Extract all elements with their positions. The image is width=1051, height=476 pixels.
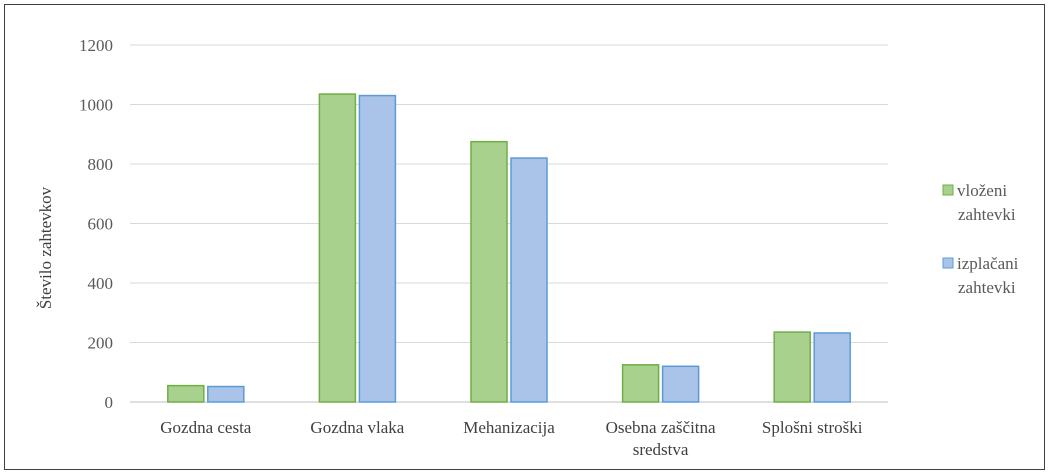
x-category-label: Mehanizacija bbox=[463, 418, 555, 437]
legend-swatch bbox=[942, 257, 954, 269]
bar-series-2 bbox=[813, 332, 851, 403]
y-tick-label: 800 bbox=[88, 155, 114, 174]
legend-label: izplačani bbox=[957, 254, 1019, 273]
x-category-label: Gozdna vlaka bbox=[310, 418, 404, 437]
bar-series-2 bbox=[661, 365, 700, 403]
legend-label: zahtevki bbox=[958, 205, 1016, 224]
bar-series-2 bbox=[207, 385, 245, 403]
bar-series-1 bbox=[621, 364, 660, 403]
legend-swatch bbox=[942, 184, 954, 196]
bar-series-1 bbox=[470, 140, 508, 403]
y-tick-label: 400 bbox=[88, 274, 114, 293]
y-tick-label: 0 bbox=[105, 393, 114, 412]
y-tick-label: 600 bbox=[88, 215, 114, 234]
x-category-label: sredstva bbox=[633, 440, 689, 459]
bar-series-1 bbox=[773, 331, 811, 403]
y-tick-label: 200 bbox=[88, 334, 114, 353]
bar-series-1 bbox=[167, 384, 205, 403]
x-category-label: Gozdna cesta bbox=[160, 418, 252, 437]
y-tick-label: 1000 bbox=[79, 96, 113, 115]
bar-series-2 bbox=[510, 157, 548, 403]
bar-series-2 bbox=[358, 94, 397, 403]
y-axis-label: Število zahtevkov bbox=[36, 186, 55, 309]
legend-label: vloženi bbox=[957, 181, 1007, 200]
y-tick-label: 1200 bbox=[79, 36, 113, 55]
x-category-label: Splošni stroški bbox=[762, 418, 863, 437]
x-category-label: Osebna zaščitna bbox=[606, 418, 716, 437]
bar-series-1 bbox=[318, 93, 357, 403]
legend-label: zahtevki bbox=[958, 278, 1016, 297]
